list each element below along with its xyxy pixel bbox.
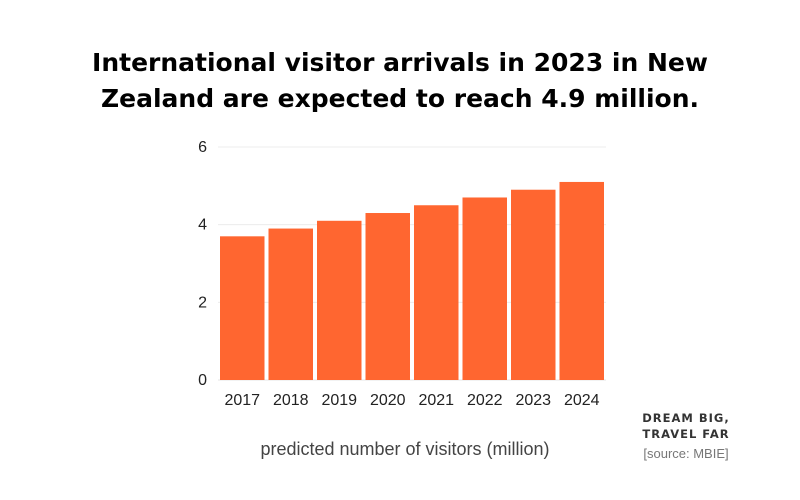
y-tick-label: 0 bbox=[198, 372, 207, 389]
y-tick-label: 4 bbox=[198, 217, 207, 234]
chart-title-line-1: International visitor arrivals in 2023 i… bbox=[92, 48, 708, 77]
x-tick-label: 2019 bbox=[321, 392, 357, 409]
x-axis-label: predicted number of visitors (million) bbox=[260, 439, 550, 459]
x-tick-label: 2021 bbox=[418, 392, 454, 409]
brand-line-1: DREAM BIG, bbox=[642, 411, 730, 425]
x-axis: 2017 2018 2019 2020 2021 2022 2023 2024 bbox=[224, 392, 599, 409]
chart-title: International visitor arrivals in 2023 i… bbox=[0, 45, 800, 117]
bar-2020 bbox=[365, 213, 410, 380]
chart-title-line-2: Zealand are expected to reach 4.9 millio… bbox=[101, 84, 699, 113]
y-tick-label: 6 bbox=[198, 139, 207, 156]
bar-2023 bbox=[511, 189, 556, 380]
x-tick-label: 2023 bbox=[515, 392, 551, 409]
brand-line-2: TRAVEL FAR bbox=[642, 427, 730, 441]
y-tick-label: 2 bbox=[198, 294, 207, 311]
bar-2018 bbox=[268, 228, 313, 380]
x-tick-label: 2018 bbox=[273, 392, 309, 409]
bars bbox=[220, 181, 604, 380]
x-tick-label: 2017 bbox=[224, 392, 260, 409]
brand-logo-text: DREAM BIG, TRAVEL FAR bbox=[630, 410, 742, 442]
bar-2021 bbox=[414, 205, 459, 380]
bar-2019 bbox=[317, 220, 362, 380]
bar-2022 bbox=[462, 197, 507, 380]
bar-2017 bbox=[220, 236, 265, 380]
x-tick-label: 2024 bbox=[564, 392, 600, 409]
y-axis: 0 2 4 6 bbox=[198, 139, 207, 389]
x-tick-label: 2020 bbox=[370, 392, 406, 409]
x-tick-label: 2022 bbox=[467, 392, 503, 409]
bar-2024 bbox=[559, 181, 604, 380]
source-note: [source: MBIE] bbox=[643, 446, 729, 461]
